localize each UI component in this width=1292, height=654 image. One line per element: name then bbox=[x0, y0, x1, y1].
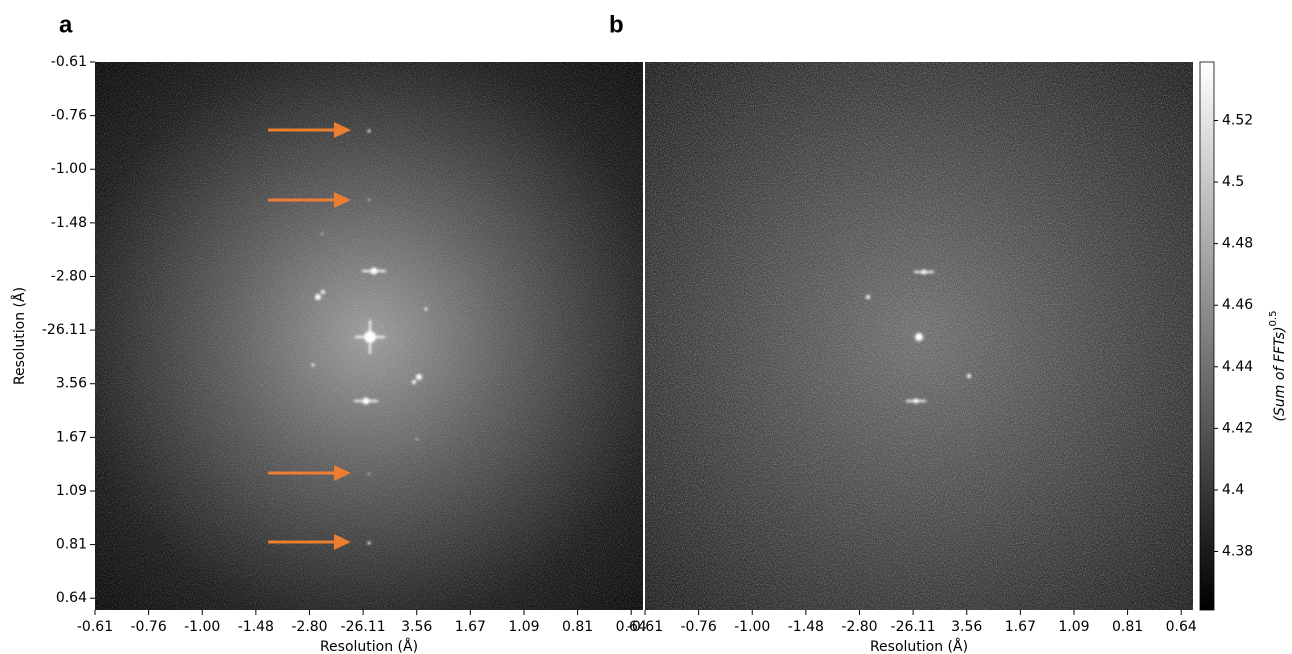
x-tick-label: 3.56 bbox=[951, 619, 982, 635]
x-tick-label: 1.09 bbox=[508, 619, 539, 635]
x-tick-label: 0.81 bbox=[1112, 619, 1143, 635]
x-tick-label: -1.00 bbox=[734, 619, 770, 635]
x-tick-label: -1.48 bbox=[238, 619, 274, 635]
colorbar-tick-label: 4.46 bbox=[1222, 297, 1253, 313]
x-tick-label: 0.64 bbox=[616, 619, 647, 635]
colorbar-label-base: (Sum of FFTs) bbox=[1272, 326, 1288, 421]
y-tick-label: 3.56 bbox=[56, 376, 87, 392]
x-tick-label: -0.76 bbox=[681, 619, 717, 635]
colorbar-tick-label: 4.48 bbox=[1222, 236, 1253, 252]
y-tick-label: 0.64 bbox=[56, 590, 87, 606]
fft-image-a bbox=[95, 62, 643, 610]
x-tick-label: -2.80 bbox=[841, 619, 877, 635]
x-tick-label: -0.61 bbox=[77, 619, 113, 635]
x-tick-label: -2.80 bbox=[291, 619, 327, 635]
x-tick-label: -0.76 bbox=[131, 619, 167, 635]
y-tick-label: 1.67 bbox=[56, 429, 87, 445]
panel-label: a bbox=[59, 11, 73, 38]
fft-image-b bbox=[645, 62, 1193, 610]
y-tick-label: -0.61 bbox=[51, 54, 87, 70]
colorbar-tick-label: 4.38 bbox=[1222, 544, 1253, 560]
x-tick-label: -0.61 bbox=[627, 619, 663, 635]
x-axis-label: Resolution (Å) bbox=[870, 638, 968, 654]
x-tick-label: 1.67 bbox=[455, 619, 486, 635]
x-tick-label: 0.64 bbox=[1166, 619, 1197, 635]
panel-label: b bbox=[609, 11, 624, 38]
y-tick-label: -1.00 bbox=[51, 161, 87, 177]
x-tick-label: 1.09 bbox=[1058, 619, 1089, 635]
y-tick-label: 1.09 bbox=[56, 483, 87, 499]
colorbar-tick-label: 4.42 bbox=[1222, 420, 1253, 436]
y-tick-label: -0.76 bbox=[51, 108, 87, 124]
colorbar-label-text: (Sum of FFTs)0.5 bbox=[1268, 311, 1288, 422]
y-tick-label: 0.81 bbox=[56, 537, 87, 553]
colorbar bbox=[1199, 61, 1215, 611]
x-tick-label: -1.48 bbox=[788, 619, 824, 635]
y-tick-label: -26.11 bbox=[42, 322, 87, 338]
colorbar-tick-label: 4.52 bbox=[1222, 112, 1253, 128]
x-tick-label: -26.11 bbox=[341, 619, 386, 635]
colorbar-label: (Sum of FFTs)0.5 bbox=[1268, 311, 1288, 422]
x-tick-label: 0.81 bbox=[562, 619, 593, 635]
colorbar-tick-label: 4.4 bbox=[1222, 482, 1244, 498]
x-tick-label: 3.56 bbox=[401, 619, 432, 635]
x-axis-label: Resolution (Å) bbox=[320, 638, 418, 654]
colorbar-tick-label: 4.5 bbox=[1222, 174, 1244, 190]
x-tick-label: -1.00 bbox=[184, 619, 220, 635]
colorbar-tick-label: 4.44 bbox=[1222, 359, 1253, 375]
colorbar-label-exponent: 0.5 bbox=[1268, 311, 1279, 327]
y-tick-label: -2.80 bbox=[51, 268, 87, 284]
x-tick-label: -26.11 bbox=[891, 619, 936, 635]
x-tick-label: 1.67 bbox=[1005, 619, 1036, 635]
y-tick-label: -1.48 bbox=[51, 215, 87, 231]
y-axis-label: Resolution (Å) bbox=[11, 287, 28, 385]
